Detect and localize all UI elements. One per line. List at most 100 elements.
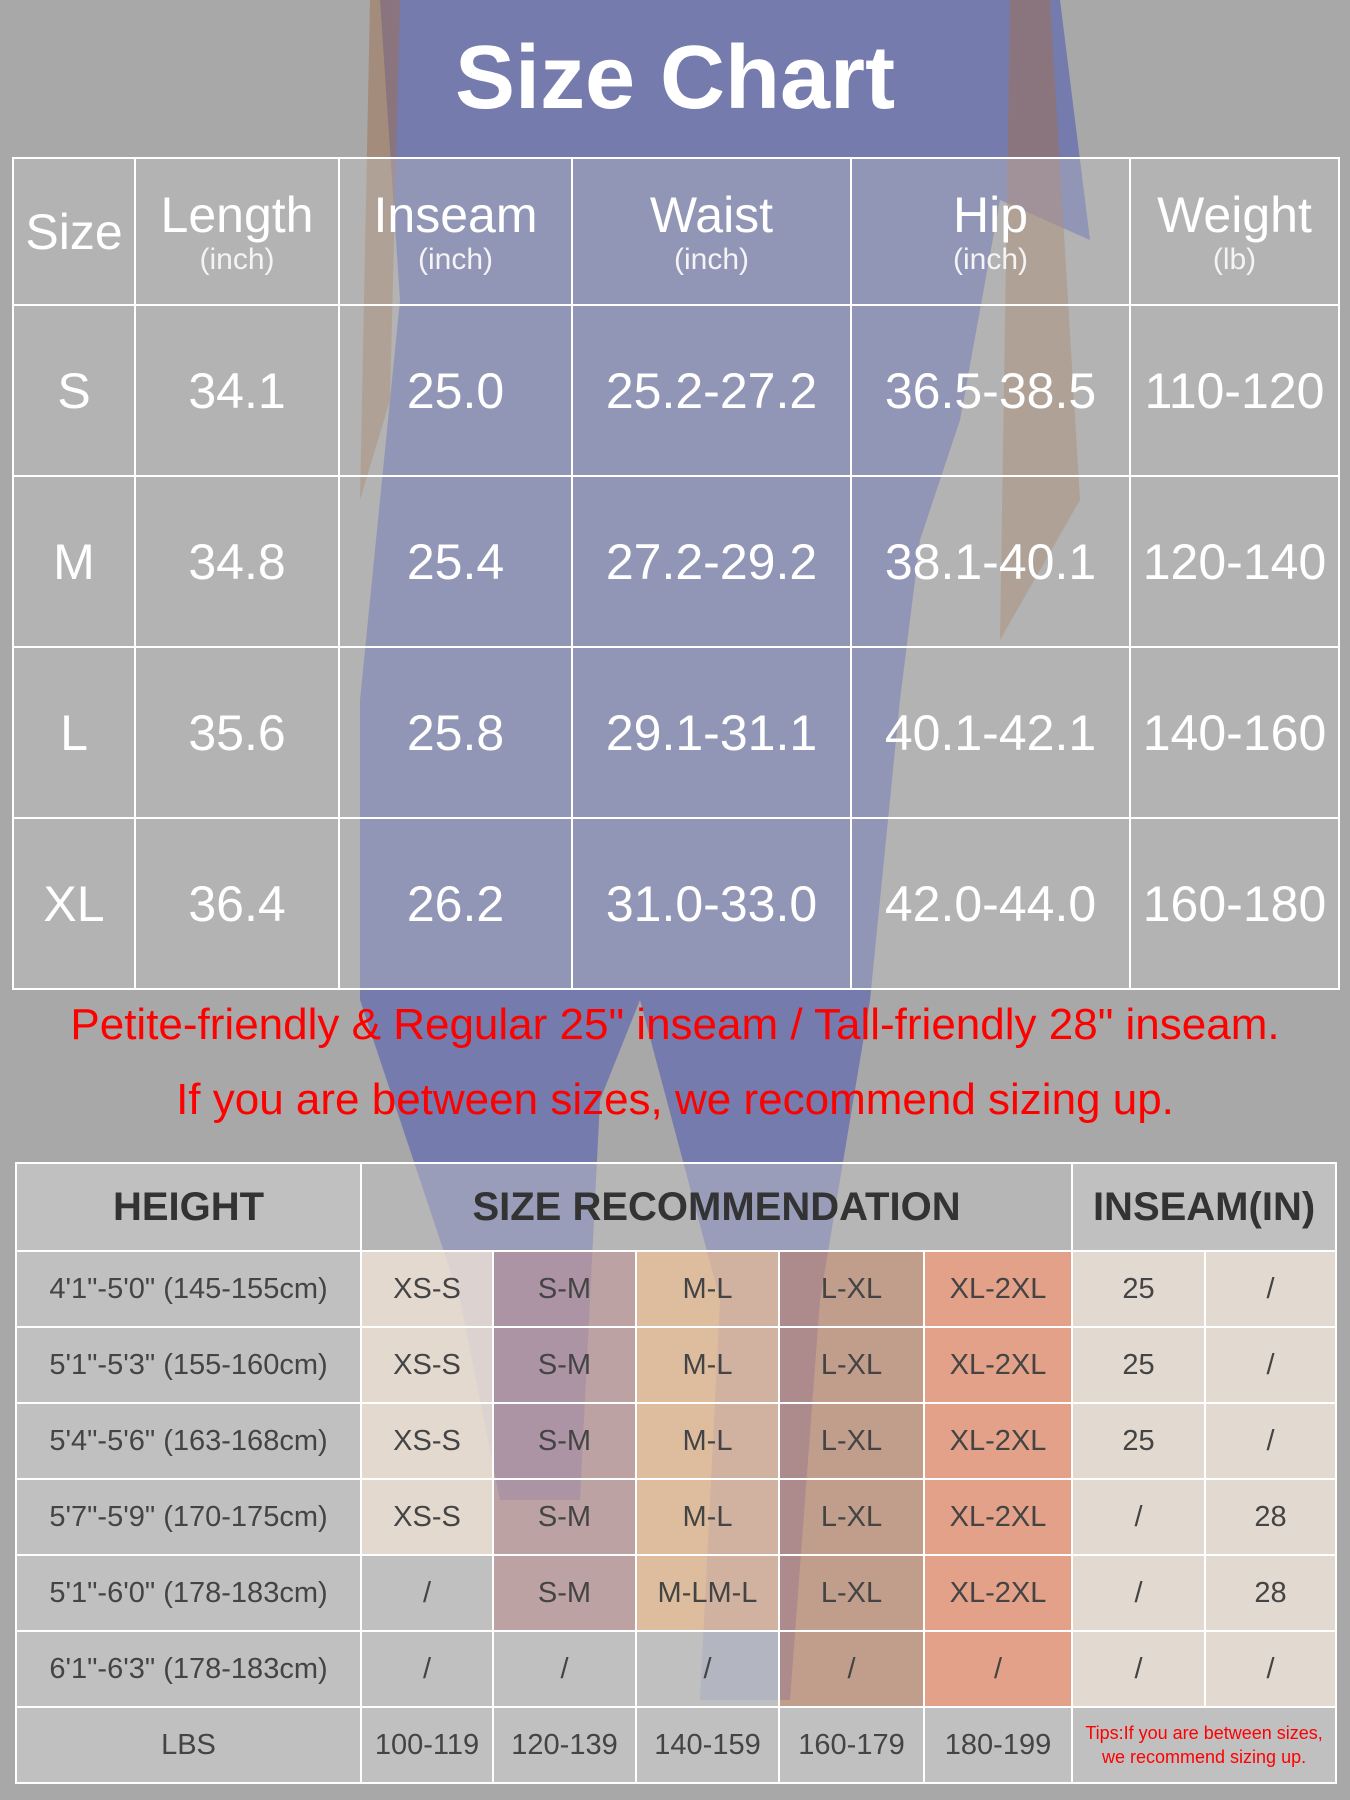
- header-label: Hip: [952, 186, 1029, 243]
- size-table: Size Length (inch) Inseam (inch) Waist (inch) H…: [12, 157, 1340, 990]
- header-unit: (inch): [199, 242, 275, 276]
- table-cell: 29.1-31.1: [571, 646, 852, 819]
- table-row: 5'7"-5'9" (170-175cm) XS-S S-M M-L L-XL XL-2X…: [15, 1478, 1338, 1556]
- header-height: HEIGHT: [15, 1162, 362, 1252]
- table-cell: L-XL: [778, 1554, 925, 1632]
- tip-text: Tips:If you are between sizes, we recomme…: [1071, 1706, 1338, 1784]
- table-cell: /: [1204, 1402, 1338, 1480]
- table-row: 5'1"-6'0" (178-183cm) / S-M M-LM-L L-XL XL-2X…: [15, 1554, 1338, 1632]
- lbs-cell: 160-179: [778, 1706, 925, 1784]
- table-cell: /: [635, 1630, 780, 1708]
- header-label: Weight: [1157, 186, 1312, 243]
- table-cell: 110-120: [1129, 304, 1340, 477]
- table-cell: /: [922, 1630, 1074, 1708]
- table-cell: 36.5-38.5: [850, 304, 1131, 477]
- table-cell: M-L: [635, 1402, 780, 1480]
- table-cell: /: [1071, 1554, 1207, 1632]
- table-cell: M-L: [635, 1250, 780, 1328]
- recommendation-header: HEIGHT SIZE RECOMMENDATION INSEAM(IN): [15, 1162, 1338, 1252]
- header-cell: Size: [12, 157, 136, 306]
- table-cell: 25.2-27.2: [571, 304, 852, 477]
- table-cell: 160-180: [1129, 817, 1340, 990]
- table-cell: 27.2-29.2: [571, 475, 852, 648]
- table-cell: 36.4: [134, 817, 340, 990]
- table-row: XL 36.4 26.2 31.0-33.0 42.0-44.0 160-180: [12, 817, 1340, 990]
- table-cell: /: [492, 1630, 637, 1708]
- table-row: 6'1"-6'3" (178-183cm) / / / / / / /: [15, 1630, 1338, 1708]
- table-cell: M: [12, 475, 136, 648]
- table-cell: /: [1071, 1478, 1207, 1556]
- table-row: S 34.1 25.0 25.2-27.2 36.5-38.5 110-120: [12, 304, 1340, 477]
- table-cell: XS-S: [360, 1326, 494, 1404]
- table-cell: 26.2: [338, 817, 573, 990]
- table-row: M 34.8 25.4 27.2-29.2 38.1-40.1 120-140: [12, 475, 1340, 648]
- table-cell: L-XL: [778, 1478, 925, 1556]
- table-cell: /: [1204, 1250, 1338, 1328]
- header-cell: Inseam (inch): [338, 157, 573, 306]
- table-cell: /: [778, 1630, 925, 1708]
- table-cell: XL-2XL: [922, 1478, 1074, 1556]
- table-cell: M-L: [635, 1478, 780, 1556]
- table-cell: 25: [1071, 1250, 1207, 1328]
- table-row: 5'1"-5'3" (155-160cm) XS-S S-M M-L L-XL XL-2X…: [15, 1326, 1338, 1404]
- header-cell: Length (inch): [134, 157, 340, 306]
- lbs-row: LBS 100-119 120-139 140-159 160-179 180-199 Ti…: [15, 1706, 1338, 1784]
- table-cell: 28: [1204, 1478, 1338, 1556]
- table-cell: 34.8: [134, 475, 340, 648]
- table-cell: XS-S: [360, 1402, 494, 1480]
- table-cell: S-M: [492, 1554, 637, 1632]
- page-title: Size Chart: [454, 28, 896, 128]
- header-inseam: INSEAM(IN): [1071, 1162, 1338, 1252]
- tip-line: we recommend sizing up.: [1102, 1747, 1307, 1767]
- height-cell: 5'7"-5'9" (170-175cm): [15, 1478, 362, 1556]
- table-cell: 25.0: [338, 304, 573, 477]
- table-cell: XL-2XL: [922, 1326, 1074, 1404]
- lbs-cell: 180-199: [922, 1706, 1074, 1784]
- table-cell: /: [360, 1630, 494, 1708]
- header-cell: Hip (inch): [850, 157, 1131, 306]
- table-cell: L-XL: [778, 1250, 925, 1328]
- size-recommendation-table: HEIGHT SIZE RECOMMENDATION INSEAM(IN) 4'…: [15, 1162, 1338, 1784]
- header-unit: (inch): [417, 242, 493, 276]
- table-cell: 31.0-33.0: [571, 817, 852, 990]
- table-cell: M-L: [635, 1326, 780, 1404]
- header-label: Size: [25, 203, 123, 260]
- height-cell: 6'1"-6'3" (178-183cm): [15, 1630, 362, 1708]
- tip-line: Tips:If you are between sizes,: [1085, 1723, 1323, 1743]
- table-cell: 25.8: [338, 646, 573, 819]
- table-cell: L-XL: [778, 1326, 925, 1404]
- table-cell: S-M: [492, 1326, 637, 1404]
- table-cell: M-LM-L: [635, 1554, 780, 1632]
- table-cell: XL-2XL: [922, 1250, 1074, 1328]
- table-cell: 25: [1071, 1402, 1207, 1480]
- table-cell: L-XL: [778, 1402, 925, 1480]
- header-label: Waist: [649, 186, 774, 243]
- table-row: L 35.6 25.8 29.1-31.1 40.1-42.1 140-160: [12, 646, 1340, 819]
- table-cell: 42.0-44.0: [850, 817, 1131, 990]
- table-cell: XS-S: [360, 1478, 494, 1556]
- height-cell: 5'4"-5'6" (163-168cm): [15, 1402, 362, 1480]
- table-cell: XL: [12, 817, 136, 990]
- table-cell: 28: [1204, 1554, 1338, 1632]
- table-cell: 40.1-42.1: [850, 646, 1131, 819]
- lbs-cell: 140-159: [635, 1706, 780, 1784]
- header-unit: (inch): [673, 242, 749, 276]
- table-cell: S-M: [492, 1250, 637, 1328]
- header-cell: Weight (lb): [1129, 157, 1340, 306]
- header-size-recommendation: SIZE RECOMMENDATION: [359, 1162, 1074, 1252]
- header-label: Length: [160, 186, 314, 243]
- table-cell: 140-160: [1129, 646, 1340, 819]
- table-cell: XL-2XL: [922, 1554, 1074, 1632]
- header-cell: Waist (inch): [571, 157, 852, 306]
- table-row: 4'1"-5'0" (145-155cm) XS-S S-M M-L L-XL XL-2X…: [15, 1250, 1338, 1328]
- table-cell: 25: [1071, 1326, 1207, 1404]
- header-label: Inseam: [373, 186, 538, 243]
- table-cell: /: [1071, 1630, 1207, 1708]
- table-row: 5'4"-5'6" (163-168cm) XS-S S-M M-L L-XL XL-2X…: [15, 1402, 1338, 1480]
- table-cell: /: [1204, 1630, 1338, 1708]
- table-cell: S-M: [492, 1402, 637, 1480]
- table-cell: XL-2XL: [922, 1402, 1074, 1480]
- table-cell: /: [1204, 1326, 1338, 1404]
- table-cell: 35.6: [134, 646, 340, 819]
- lbs-label: LBS: [15, 1706, 362, 1784]
